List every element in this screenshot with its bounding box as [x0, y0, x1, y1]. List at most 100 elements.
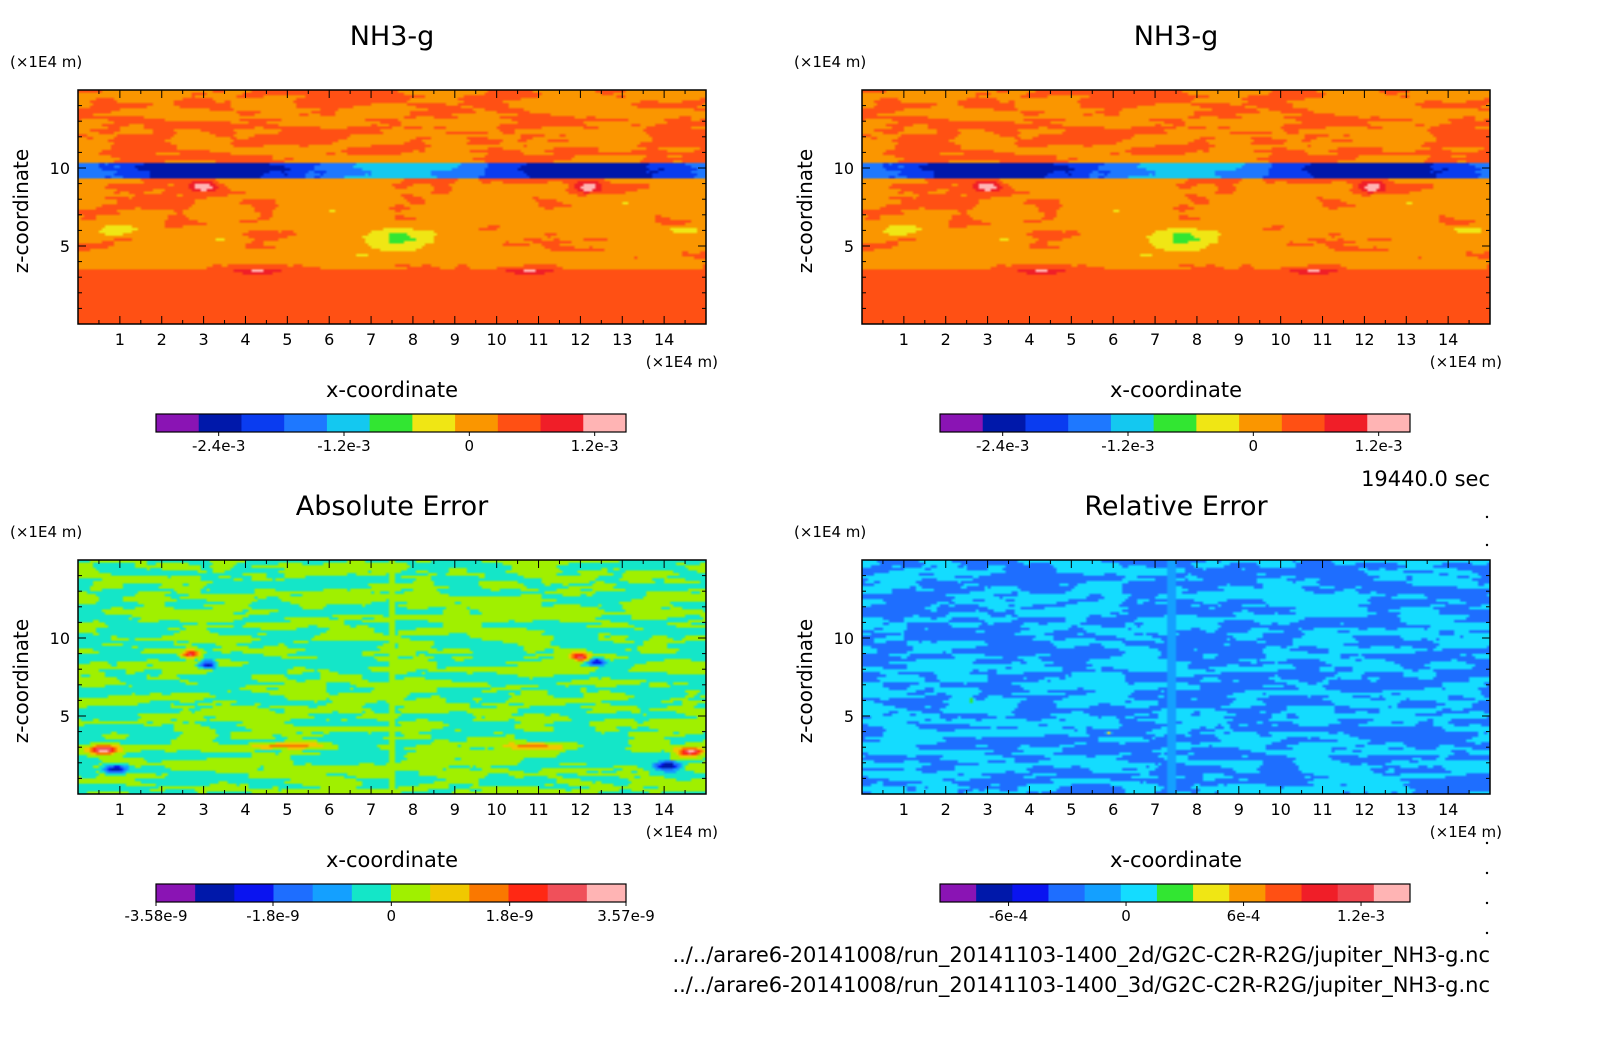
- colorbar-swatch: [1324, 414, 1368, 432]
- figure-canvas: NH3-g(×1E4 m)1 2 3 4 5 6 7 8 9 10 11 12 13 14510(×1E4…: [9, 21, 1502, 998]
- colorbar-swatch: [351, 884, 392, 902]
- x-tick-label: 4: [1024, 800, 1034, 819]
- y-tick-label: 10: [834, 159, 854, 178]
- x-tick-label: 10: [1270, 330, 1290, 349]
- x-tick-label: 8: [408, 800, 418, 819]
- x-tick-label: 4: [240, 330, 250, 349]
- chart-title: Absolute Error: [296, 491, 489, 522]
- x-tick-label: 6: [324, 330, 334, 349]
- colorbar-swatch: [1196, 414, 1240, 432]
- colorbar-swatch: [1281, 414, 1326, 432]
- y-axis-unit: (×1E4 m): [10, 53, 82, 71]
- x-axis-unit: (×1E4 m): [646, 823, 718, 841]
- chart-panel-2: NH3-g(×1E4 m)1 2 3 4 5 6 7 8 9 10 11 12 13 14510(×1E4…: [793, 21, 1502, 455]
- x-tick-label: 2: [157, 330, 167, 349]
- x-tick-label: 13: [612, 330, 632, 349]
- x-tick-label: 4: [240, 800, 250, 819]
- y-tick-label: 10: [50, 629, 70, 648]
- colorbar-swatch: [312, 884, 353, 902]
- heatmap-field: [862, 560, 1490, 794]
- chart-panel-3: Absolute Error(×1E4 m)1 2 3 4 5 6 7 8 9 10 11 12 13 1…: [9, 491, 718, 925]
- file-path-2d: ../../arare6-20141008/run_20141103-1400_…: [672, 943, 1490, 968]
- colorbar-swatch: [284, 414, 328, 432]
- colorbar-swatch: [1068, 414, 1112, 432]
- x-tick-label: 2: [941, 800, 951, 819]
- colorbar-tick-label: 3.57e-9: [597, 907, 655, 925]
- x-axis-label: x-coordinate: [1110, 378, 1242, 402]
- colorbar-swatch: [273, 884, 314, 902]
- colorbar-swatch: [940, 884, 977, 902]
- colorbar-swatch: [1239, 414, 1283, 432]
- x-tick-label: 13: [612, 800, 632, 819]
- colorbar: -2.4e-3 -1.2e-3 0 1.2e-3: [155, 413, 627, 455]
- colorbar-tick-label: 0: [1121, 907, 1131, 925]
- x-tick-label: 14: [654, 330, 674, 349]
- time-label: 19440.0 sec: [1361, 467, 1490, 491]
- colorbar-tick-label: 1.2e-3: [1355, 437, 1403, 455]
- colorbar-tick-label: 6e-4: [1227, 907, 1261, 925]
- x-tick-label: 5: [282, 800, 292, 819]
- x-tick-label: 12: [1354, 800, 1374, 819]
- y-axis-unit: (×1E4 m): [794, 523, 866, 541]
- x-axis-unit: (×1E4 m): [1430, 353, 1502, 371]
- x-tick-label: 1: [115, 800, 125, 819]
- x-axis-label: x-coordinate: [1110, 848, 1242, 872]
- colorbar-swatch: [1229, 884, 1266, 902]
- colorbar-swatch: [241, 414, 285, 432]
- colorbar-swatch: [469, 884, 509, 902]
- x-tick-label: 7: [1150, 330, 1160, 349]
- colorbar-swatch: [1012, 884, 1049, 902]
- x-tick-label: 9: [450, 330, 460, 349]
- colorbar-swatch: [156, 414, 200, 432]
- edge-dot: [1485, 931, 1489, 935]
- colorbar-swatch: [1301, 884, 1339, 902]
- colorbar-swatch: [982, 414, 1026, 432]
- x-tick-label: 1: [899, 330, 909, 349]
- x-tick-label: 12: [1354, 330, 1374, 349]
- y-tick-label: 10: [834, 629, 854, 648]
- x-tick-label: 11: [528, 330, 548, 349]
- x-tick-label: 7: [366, 330, 376, 349]
- x-axis-label: x-coordinate: [326, 848, 458, 872]
- y-tick-label: 5: [844, 237, 854, 256]
- colorbar-swatch: [1367, 414, 1411, 432]
- x-tick-label: 1: [899, 800, 909, 819]
- colorbar-swatch: [156, 884, 196, 902]
- x-tick-label: 3: [983, 330, 993, 349]
- x-tick-label: 10: [1270, 800, 1290, 819]
- colorbar: -6e-4 0 6e-4 1.2e-3: [939, 883, 1411, 925]
- y-tick-label: 5: [60, 237, 70, 256]
- colorbar-swatch: [326, 414, 371, 432]
- y-axis-unit: (×1E4 m): [10, 523, 82, 541]
- x-tick-label: 10: [486, 800, 506, 819]
- colorbar-swatch: [430, 884, 470, 902]
- colorbar-tick-label: 1.8e-9: [486, 907, 534, 925]
- colorbar-swatch: [1084, 884, 1122, 902]
- colorbar-tick-label: -1.8e-9: [246, 907, 299, 925]
- y-tick-label: 5: [844, 707, 854, 726]
- colorbar-tick-label: -2.4e-3: [976, 437, 1029, 455]
- x-tick-label: 11: [1312, 330, 1332, 349]
- x-tick-label: 6: [1108, 800, 1118, 819]
- colorbar-tick-label: 0: [465, 437, 475, 455]
- colorbar-swatch: [198, 414, 242, 432]
- x-tick-label: 6: [324, 800, 334, 819]
- chart-panel-4: Relative Error(×1E4 m)1 2 3 4 5 6 7 8 9 10 11 12 13 1…: [793, 491, 1502, 925]
- x-tick-label: 13: [1396, 330, 1416, 349]
- colorbar-tick-label: -1.2e-3: [1101, 437, 1154, 455]
- y-axis-label: z-coordinate: [9, 619, 33, 743]
- x-axis-unit: (×1E4 m): [646, 353, 718, 371]
- colorbar: -2.4e-3 -1.2e-3 0 1.2e-3: [939, 413, 1411, 455]
- x-tick-label: 11: [528, 800, 548, 819]
- edge-dot: [1485, 515, 1489, 519]
- x-tick-label: 8: [1192, 330, 1202, 349]
- x-tick-label: 14: [654, 800, 674, 819]
- x-tick-label: 5: [1066, 800, 1076, 819]
- colorbar-swatch: [1156, 884, 1194, 902]
- x-tick-label: 7: [366, 800, 376, 819]
- y-axis-unit: (×1E4 m): [794, 53, 866, 71]
- edge-dot: [1485, 841, 1489, 845]
- colorbar-swatch: [497, 414, 542, 432]
- colorbar-tick-label: 0: [1249, 437, 1259, 455]
- colorbar-frame: [155, 413, 627, 433]
